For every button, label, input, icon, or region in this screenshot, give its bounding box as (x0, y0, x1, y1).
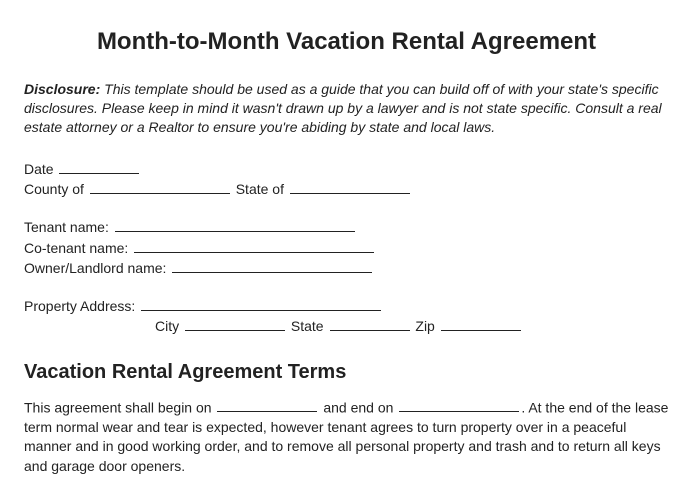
date-blank[interactable] (59, 159, 139, 173)
owner-blank[interactable] (172, 259, 372, 273)
terms-heading: Vacation Rental Agreement Terms (24, 361, 669, 384)
terms-p1a: This agreement shall begin on (24, 399, 212, 415)
zip-label: Zip (415, 318, 434, 334)
end-date-blank[interactable] (399, 398, 519, 412)
state-label: State (291, 318, 324, 334)
page-title: Month-to-Month Vacation Rental Agreement (24, 28, 669, 56)
date-label: Date (24, 161, 54, 177)
address-line: Property Address: (24, 296, 669, 316)
county-label: County of (24, 181, 84, 197)
date-line: Date (24, 159, 669, 179)
address-block: Property Address: City State Zip (24, 296, 669, 337)
city-label: City (155, 318, 179, 334)
terms-p1b: and end on (323, 399, 393, 415)
county-blank[interactable] (90, 180, 230, 194)
address-label: Property Address: (24, 298, 135, 314)
cotenant-label: Co-tenant name: (24, 240, 128, 256)
zip-blank[interactable] (441, 317, 521, 331)
terms-paragraph: This agreement shall begin on and end on… (24, 398, 669, 477)
document-page: Month-to-Month Vacation Rental Agreement… (0, 0, 693, 500)
city-blank[interactable] (185, 317, 285, 331)
state-of-label: State of (236, 181, 284, 197)
parties-block: Tenant name: Co-tenant name: Owner/Landl… (24, 217, 669, 278)
begin-date-blank[interactable] (217, 398, 317, 412)
county-line: County of State of (24, 179, 669, 199)
owner-line: Owner/Landlord name: (24, 258, 669, 278)
tenant-blank[interactable] (115, 218, 355, 232)
cotenant-line: Co-tenant name: (24, 238, 669, 258)
state-blank[interactable] (330, 317, 410, 331)
state-of-blank[interactable] (290, 180, 410, 194)
tenant-label: Tenant name: (24, 219, 109, 235)
disclosure-text: This template should be used as a guide … (24, 81, 662, 135)
disclosure-paragraph: Disclosure: This template should be used… (24, 80, 669, 137)
address-blank[interactable] (141, 297, 381, 311)
owner-label: Owner/Landlord name: (24, 260, 166, 276)
disclosure-label: Disclosure: (24, 81, 100, 97)
city-state-zip-line: City State Zip (24, 316, 669, 336)
tenant-line: Tenant name: (24, 217, 669, 237)
cotenant-blank[interactable] (134, 238, 374, 252)
date-county-block: Date County of State of (24, 159, 669, 200)
